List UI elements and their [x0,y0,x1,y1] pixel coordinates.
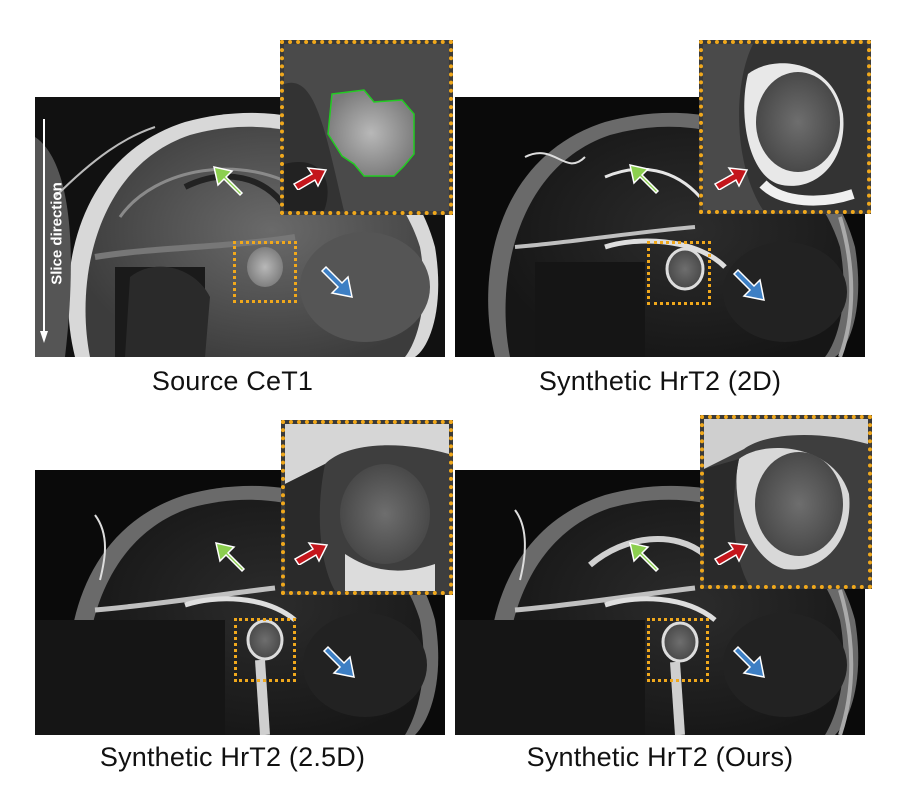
green-arrow-icon [628,163,662,197]
roi-box [647,241,711,305]
blue-arrow-icon [320,265,354,299]
green-arrow-icon [212,165,246,199]
slice-direction-indicator: Slice direction [40,117,62,347]
zoom-inset [281,420,453,595]
red-arrow-icon [713,160,749,190]
roi-box [234,618,296,682]
red-arrow-icon [293,535,329,565]
blue-arrow-icon [732,268,766,302]
panel-source-cet1: Slice direction Source CeT1 [0,0,455,400]
green-arrow-icon [628,541,662,575]
green-arrow-icon [214,541,248,575]
red-arrow-icon [292,160,328,190]
roi-box [233,241,297,303]
panel-synthetic-ours: Synthetic HrT2 (Ours) [455,405,910,794]
blue-arrow-icon [732,645,766,679]
slice-direction-label: Slice direction [49,149,66,319]
panel-caption: Synthetic HrT2 (2.5D) [10,742,455,773]
blue-arrow-icon [322,645,356,679]
panel-caption: Synthetic HrT2 (2D) [455,366,865,397]
red-arrow-icon [713,535,749,565]
panel-synthetic-2d: Synthetic HrT2 (2D) [455,0,910,400]
roi-box [647,618,709,682]
panel-caption: Synthetic HrT2 (Ours) [455,742,865,773]
panel-synthetic-2-5d: Synthetic HrT2 (2.5D) [0,405,455,794]
panel-caption: Source CeT1 [10,366,455,397]
